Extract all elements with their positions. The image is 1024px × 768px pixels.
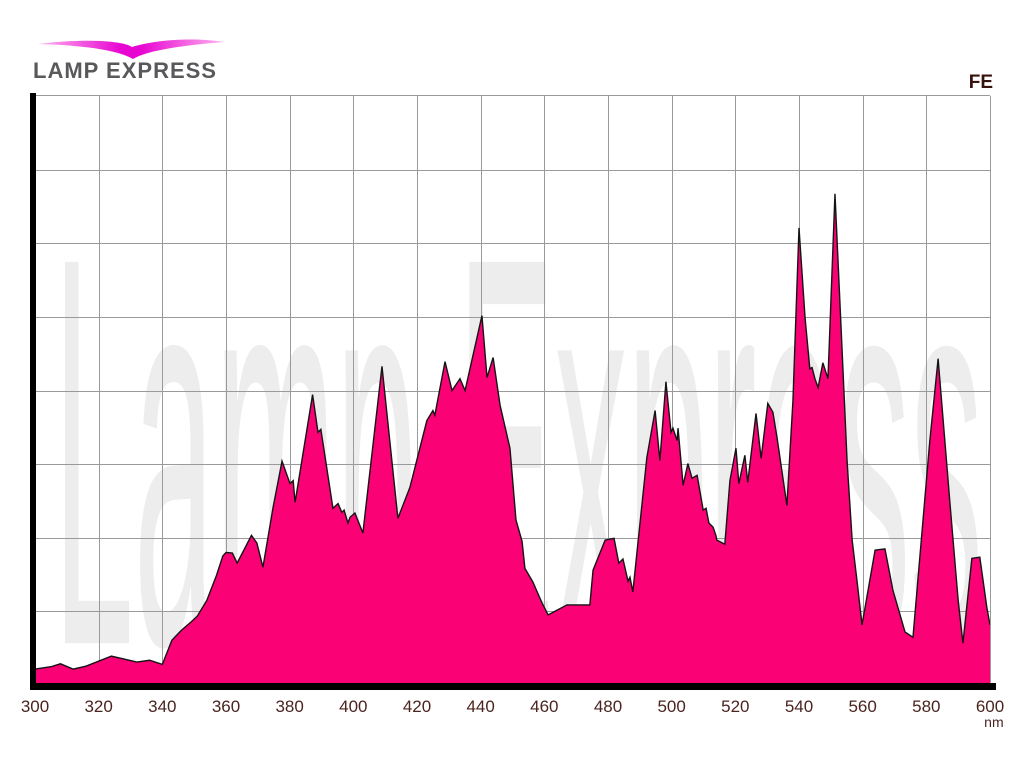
x-tick-label: 560 bbox=[848, 697, 877, 716]
x-axis-unit: nm bbox=[984, 714, 1004, 730]
x-axis-line bbox=[30, 683, 996, 690]
grid-hline bbox=[35, 243, 990, 245]
grid-vline bbox=[990, 96, 991, 685]
x-tick-label: 520 bbox=[721, 697, 750, 716]
spectrum-fill bbox=[35, 193, 990, 685]
x-tick-label: 600 bbox=[975, 697, 1005, 716]
grid-hline bbox=[35, 169, 990, 171]
grid-hline bbox=[35, 390, 990, 392]
x-tick-label: 320 bbox=[84, 697, 113, 716]
y-axis-line bbox=[30, 93, 36, 690]
plot-area: Lamp Express bbox=[35, 95, 991, 685]
x-tick-label: 380 bbox=[275, 697, 304, 716]
logo-text: LAMP EXPRESS bbox=[33, 58, 217, 83]
logo-swoosh-icon bbox=[38, 39, 224, 59]
x-tick-label: 340 bbox=[148, 697, 177, 716]
x-tick-label: 300 bbox=[20, 697, 50, 716]
grid-hline bbox=[35, 464, 990, 466]
x-tick-label: 420 bbox=[402, 697, 432, 716]
spectrum-curve bbox=[35, 96, 990, 685]
x-axis-labels: 300 320 340 360 380 400 420 440 460 480 500 520 540 5… bbox=[21, 697, 1004, 737]
spectrum-outline bbox=[35, 194, 990, 669]
x-tick-label: 460 bbox=[530, 697, 559, 716]
x-tick-label: 540 bbox=[784, 697, 814, 716]
x-tick-label: 360 bbox=[211, 697, 241, 716]
grid-hline bbox=[35, 316, 990, 318]
x-tick-label: 440 bbox=[466, 697, 495, 716]
chart-title-label: FE bbox=[968, 72, 993, 93]
x-tick-label: 400 bbox=[339, 697, 368, 716]
x-tick-label: 500 bbox=[657, 697, 686, 716]
x-tick-label: 580 bbox=[912, 697, 941, 716]
x-tick-label: 480 bbox=[593, 697, 623, 716]
